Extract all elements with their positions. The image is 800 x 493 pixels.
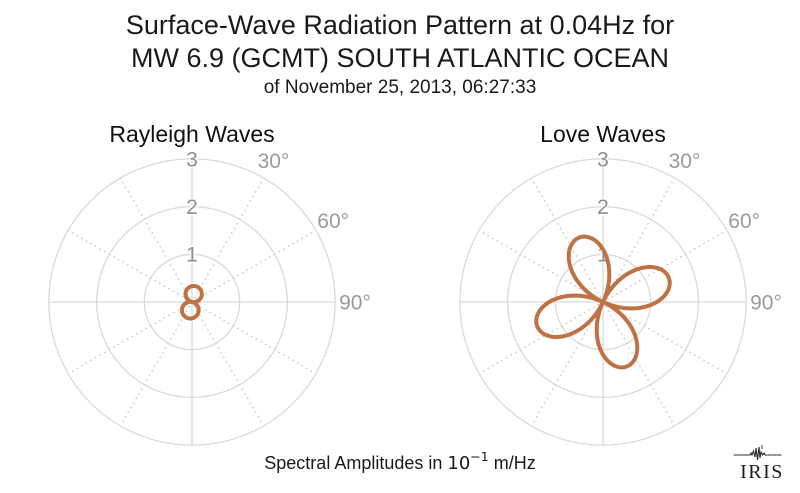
figure-header: Surface-Wave Radiation Pattern at 0.04Hz… xyxy=(0,9,800,101)
angle-tick-label: 60° xyxy=(317,210,349,233)
radial-tick-label: 1 xyxy=(186,244,198,267)
angle-tick-label: 60° xyxy=(728,210,760,233)
angle-tick-label: 30° xyxy=(258,150,290,173)
grid-spoke-dotted xyxy=(191,301,317,375)
angle-tick-label: 30° xyxy=(669,150,701,173)
radial-tick-label: 2 xyxy=(186,196,198,219)
iris-logo: IRIS xyxy=(733,444,791,483)
unit-base: 10 xyxy=(447,453,471,474)
grid-spoke-dotted xyxy=(191,229,317,303)
figure-title-line3: of November 25, 2013, 06:27:33 xyxy=(263,77,537,98)
iris-logo-text: IRIS xyxy=(740,461,784,483)
love-plot-title: Love Waves xyxy=(540,121,666,147)
figure-title-line2: MW 6.9 (GCMT) SOUTH ATLANTIC OCEAN xyxy=(130,43,670,73)
grid-spoke-dotted xyxy=(67,301,193,375)
figure-title-line1: Surface-Wave Radiation Pattern at 0.04Hz… xyxy=(125,10,675,40)
grid-spoke-dotted xyxy=(119,177,193,303)
unit-suffix: m/Hz xyxy=(488,453,536,473)
radial-tick-label: 2 xyxy=(597,196,609,219)
radiation-pattern-curve xyxy=(179,283,204,321)
polar-plot-rayleigh: 1 2 3 30° 60° 90° xyxy=(48,147,371,446)
seismogram-icon xyxy=(733,445,782,461)
grid-spoke-dotted xyxy=(478,301,604,375)
polar-plot-love: 123 30°60°90° xyxy=(459,147,782,446)
radial-tick-label: 3 xyxy=(597,148,609,171)
grid-spoke-dotted xyxy=(191,177,265,303)
angle-tick-label: 90° xyxy=(339,291,371,314)
angle-tick-label: 90° xyxy=(750,291,782,314)
caption-prefix: Spectral Amplitudes in xyxy=(264,453,448,473)
unit-exponent: −1 xyxy=(470,449,489,464)
rayleigh-plot-title: Rayleigh Waves xyxy=(109,121,275,147)
amplitude-units-caption: Spectral Amplitudes in 10−1 m/Hz xyxy=(264,449,536,474)
grid-spoke-dotted xyxy=(602,229,728,303)
grid-spoke-dotted xyxy=(67,229,193,303)
radial-tick-label: 3 xyxy=(186,148,198,171)
grid-spoke-dotted xyxy=(191,301,265,427)
grid-spoke-dotted xyxy=(119,301,193,427)
radiation-pattern-curve xyxy=(534,234,672,370)
